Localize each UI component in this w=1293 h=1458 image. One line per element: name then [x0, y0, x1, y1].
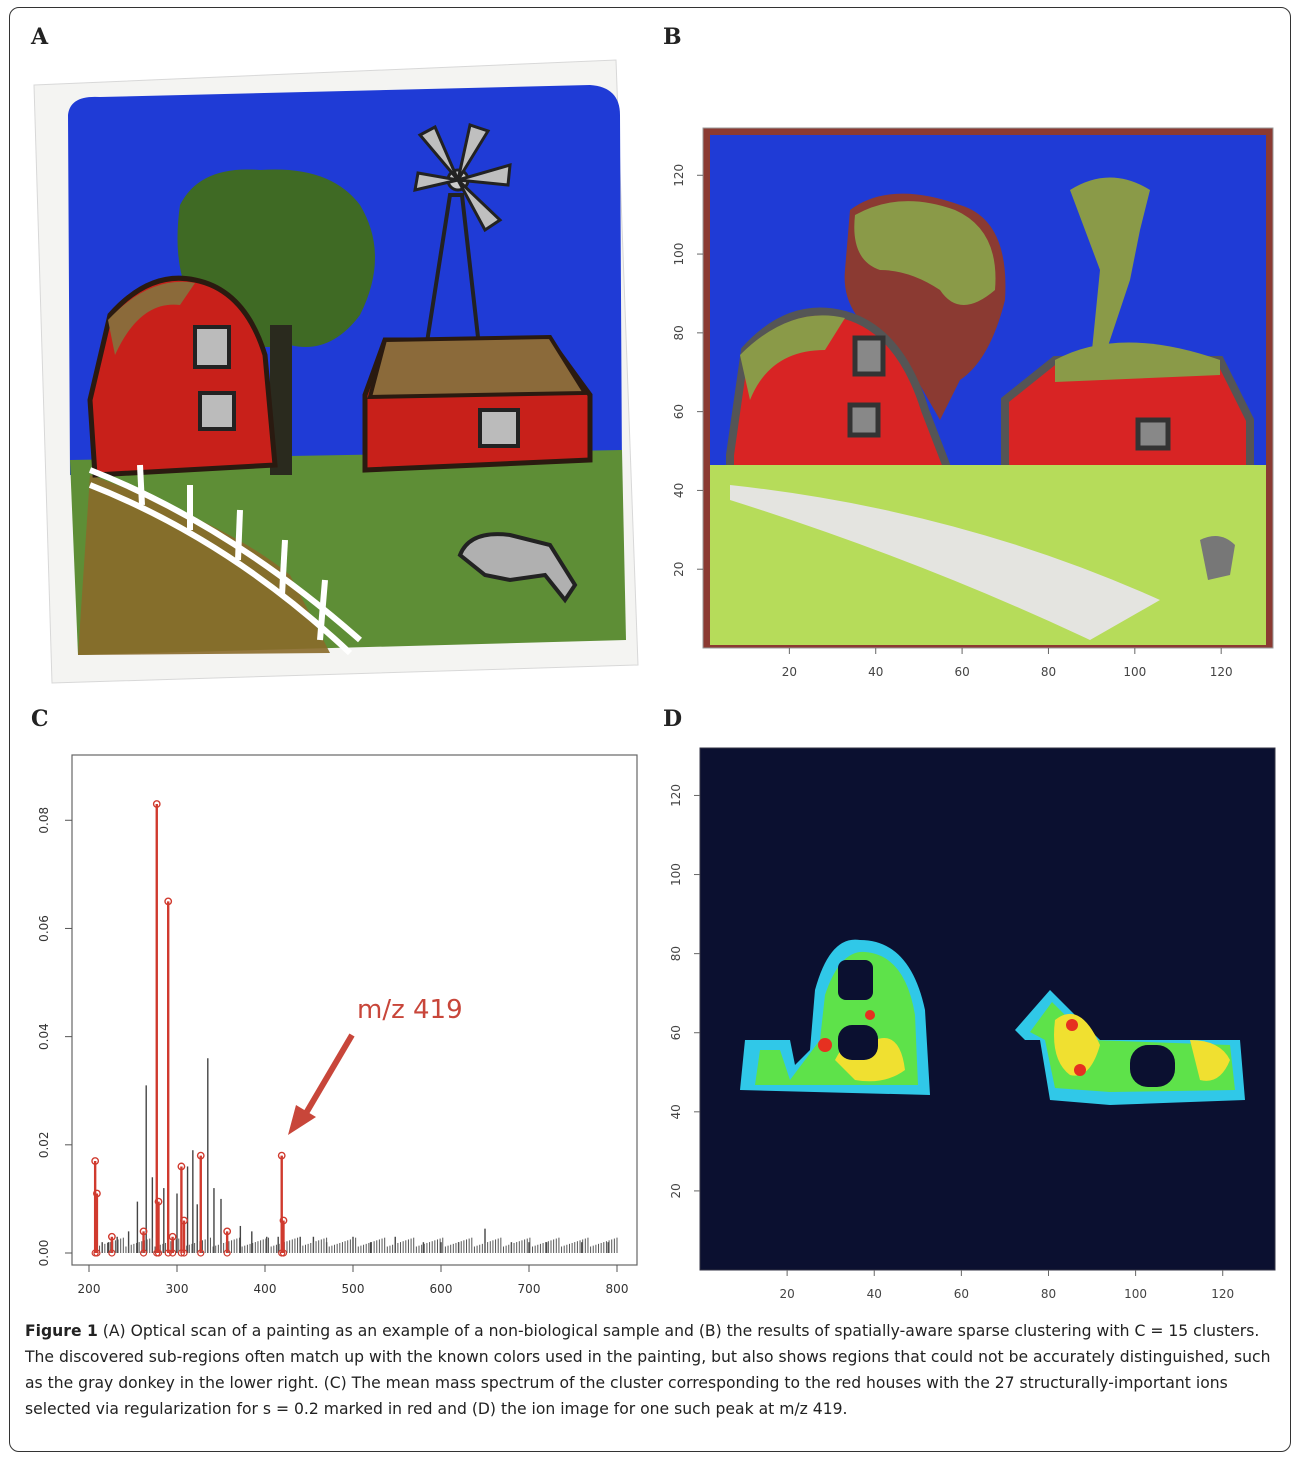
- x-tick-label: 200: [78, 1282, 101, 1296]
- cluster-donkey: [1200, 536, 1235, 580]
- red-peak-base: [197, 1249, 205, 1257]
- left-barn: [87, 275, 278, 478]
- cluster-windmill: [1070, 177, 1150, 370]
- right-barn: [362, 334, 593, 473]
- cluster-fence: [730, 485, 1160, 640]
- x-tick-label: 600: [430, 1282, 453, 1296]
- y-tick-label: 40: [669, 1104, 683, 1119]
- panel-d-x-axis: 20 40 60 80 100 120: [779, 1270, 1234, 1301]
- red-peak-marker: [93, 1189, 101, 1198]
- y-tick-label: 0.04: [37, 1023, 51, 1050]
- red-peak-base: [154, 1249, 163, 1257]
- plot-frame: [71, 754, 638, 1266]
- red-peak-marker: [180, 1216, 188, 1225]
- x-tick-label: 20: [779, 1287, 794, 1301]
- x-tick-label: 120: [1211, 1287, 1234, 1301]
- x-tick-label: 60: [954, 665, 969, 679]
- white-fence: [88, 464, 362, 656]
- y-tick-label: 0.06: [37, 915, 51, 942]
- spectrum-black-peaks: [101, 1058, 609, 1253]
- x-tick-label: 40: [867, 1287, 882, 1301]
- red-peak-marker: [107, 1232, 116, 1241]
- x-tick-label: 400: [254, 1282, 277, 1296]
- x-tick-label: 100: [1124, 1287, 1147, 1301]
- caption-text: (A) Optical scan of a painting as an exa…: [25, 1322, 1271, 1418]
- red-peak-base: [223, 1249, 231, 1257]
- y-tick-label: 0.00: [37, 1240, 51, 1267]
- cluster-tree: [854, 201, 996, 305]
- mz-419-annotation: m/z 419: [357, 995, 463, 1025]
- red-peak-marker: [139, 1227, 148, 1236]
- y-tick-label: 0.02: [37, 1131, 51, 1158]
- x-tick-label: 700: [518, 1282, 541, 1296]
- red-peak-marker: [154, 1197, 163, 1206]
- red-peak-base: [93, 1249, 101, 1257]
- red-peak-marker: [223, 1227, 232, 1236]
- panel-d-ion-image: 20 40 60 80 100 120 20 40 60 80 100 120: [660, 740, 1285, 1315]
- annotation-arrow: [288, 1033, 355, 1135]
- panel-b-x-axis: 20 40 60 80 100 120: [782, 648, 1233, 679]
- ion-image-background: [700, 748, 1275, 1270]
- x-tick-label: 100: [1123, 665, 1146, 679]
- right-barn-signal: [1015, 990, 1245, 1105]
- y-tick-label: 100: [669, 863, 683, 886]
- y-tick-label: 100: [672, 243, 686, 266]
- x-tick-label: 120: [1210, 665, 1233, 679]
- red-peak-base: [169, 1249, 177, 1257]
- tree-trunk: [270, 325, 292, 475]
- panel-b-y-axis: 20 40 60 80 100 120: [672, 164, 703, 577]
- x-tick-label: 500: [342, 1282, 365, 1296]
- red-peak-marker: [168, 1232, 177, 1241]
- cluster-right-roof: [1055, 342, 1220, 382]
- panel-c-letter: C: [31, 706, 49, 732]
- y-tick-label: 60: [672, 404, 686, 419]
- x-tick-label: 80: [1041, 665, 1056, 679]
- red-peak-marker: [277, 1151, 286, 1160]
- dirt-path: [78, 475, 330, 655]
- y-tick-label: 60: [669, 1025, 683, 1040]
- y-tick-label: 120: [672, 164, 686, 187]
- spectrum-y-axis: 0.00 0.02 0.04 0.06 0.08: [37, 807, 72, 1266]
- x-tick-label: 800: [606, 1282, 629, 1296]
- red-peak-base: [108, 1249, 116, 1257]
- cluster-left-roof: [740, 315, 845, 400]
- figure-caption: Figure 1 (A) Optical scan of a painting …: [25, 1318, 1275, 1422]
- red-peak-base: [139, 1249, 148, 1257]
- y-tick-label: 20: [672, 562, 686, 577]
- y-tick-label: 20: [669, 1183, 683, 1198]
- panel-c-spectrum: 200 300 400 500 600 700 800 0.00 0.02 0.04 0.06 0.…: [30, 735, 655, 1310]
- panel-a-letter: A: [31, 24, 49, 50]
- y-tick-label: 0.08: [37, 807, 51, 834]
- red-peak-marker: [152, 800, 161, 808]
- panel-a-painting: [30, 55, 642, 690]
- left-barn-signal: [740, 939, 930, 1095]
- red-peak-marker: [164, 897, 173, 906]
- y-tick-label: 120: [669, 784, 683, 807]
- red-peak-marker: [91, 1157, 100, 1165]
- panel-d-y-axis: 20 40 60 80 100 120: [669, 784, 700, 1199]
- red-peak-base: [164, 1249, 172, 1257]
- panel-b-letter: B: [663, 24, 682, 50]
- red-peak-marker: [196, 1151, 205, 1160]
- red-peak-marker: [177, 1162, 186, 1171]
- x-tick-label: 80: [1041, 1287, 1056, 1301]
- x-tick-label: 300: [166, 1282, 189, 1296]
- y-tick-label: 40: [672, 483, 686, 498]
- panel-b-cluster-map: 20 40 60 80 100 120 20 40 60 80 100 120: [660, 120, 1285, 695]
- red-peak-marker: [279, 1216, 288, 1225]
- red-peak-base: [180, 1249, 188, 1257]
- figure-label: Figure 1: [25, 1322, 98, 1340]
- panel-d-letter: D: [663, 706, 683, 732]
- x-tick-label: 40: [868, 665, 883, 679]
- x-tick-label: 20: [782, 665, 797, 679]
- donkey: [457, 532, 578, 604]
- red-peak-base: [279, 1249, 288, 1257]
- spectrum-x-axis: 200 300 400 500 600 700 800: [78, 1265, 629, 1296]
- x-tick-label: 60: [954, 1287, 969, 1301]
- spectrum-red-peaks: [91, 800, 288, 1257]
- y-tick-label: 80: [672, 325, 686, 340]
- y-tick-label: 80: [669, 946, 683, 961]
